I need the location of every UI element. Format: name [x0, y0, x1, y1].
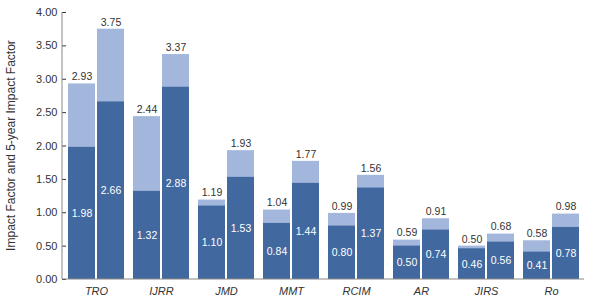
svg-text:0.56: 0.56 — [491, 254, 512, 266]
svg-text:1.53: 1.53 — [231, 222, 252, 234]
svg-text:0.59: 0.59 — [397, 226, 418, 238]
svg-text:0.50: 0.50 — [397, 256, 418, 268]
svg-text:IJRR: IJRR — [149, 285, 174, 297]
svg-text:0.84: 0.84 — [267, 245, 288, 257]
svg-text:2.44: 2.44 — [137, 103, 158, 115]
svg-text:2.50: 2.50 — [36, 106, 57, 118]
svg-text:JMD: JMD — [214, 285, 238, 297]
svg-text:1.98: 1.98 — [72, 207, 93, 219]
svg-text:3.50: 3.50 — [36, 39, 57, 51]
svg-text:1.44: 1.44 — [296, 225, 317, 237]
svg-text:Impact Factor and 5-year Impac: Impact Factor and 5-year Impact Factor — [4, 40, 18, 251]
svg-text:0.78: 0.78 — [556, 247, 577, 259]
svg-text:0.50: 0.50 — [462, 232, 483, 244]
svg-text:0.00: 0.00 — [36, 273, 57, 285]
svg-text:1.77: 1.77 — [296, 148, 317, 160]
svg-text:1.04: 1.04 — [267, 196, 288, 208]
svg-text:2.66: 2.66 — [101, 184, 122, 196]
svg-text:2.88: 2.88 — [166, 177, 187, 189]
svg-text:1.93: 1.93 — [231, 137, 252, 149]
svg-text:TRO: TRO — [85, 285, 109, 297]
svg-text:1.56: 1.56 — [361, 162, 382, 174]
svg-text:0.68: 0.68 — [491, 220, 512, 232]
svg-text:3.75: 3.75 — [101, 16, 122, 28]
svg-text:1.37: 1.37 — [361, 227, 382, 239]
svg-text:RCIM: RCIM — [342, 285, 371, 297]
svg-text:MMT: MMT — [279, 285, 305, 297]
svg-text:0.58: 0.58 — [527, 227, 548, 239]
svg-text:0.80: 0.80 — [332, 246, 353, 258]
svg-text:4.00: 4.00 — [36, 6, 57, 18]
svg-text:3.00: 3.00 — [36, 73, 57, 85]
svg-text:0.50: 0.50 — [36, 240, 57, 252]
svg-text:0.91: 0.91 — [426, 205, 447, 217]
svg-text:3.37: 3.37 — [166, 41, 187, 53]
svg-text:2.93: 2.93 — [72, 70, 93, 82]
svg-text:AR: AR — [413, 285, 429, 297]
svg-text:0.46: 0.46 — [462, 258, 483, 270]
svg-text:0.98: 0.98 — [556, 200, 577, 212]
svg-text:1.19: 1.19 — [202, 186, 223, 198]
svg-text:1.10: 1.10 — [202, 236, 223, 248]
svg-text:1.32: 1.32 — [137, 229, 158, 241]
svg-text:0.41: 0.41 — [527, 259, 548, 271]
svg-text:JIRS: JIRS — [474, 285, 500, 297]
svg-text:0.74: 0.74 — [426, 248, 447, 260]
svg-text:Ro: Ro — [544, 285, 558, 297]
svg-text:1.50: 1.50 — [36, 173, 57, 185]
svg-text:1.00: 1.00 — [36, 206, 57, 218]
svg-text:0.99: 0.99 — [332, 200, 353, 212]
svg-text:2.00: 2.00 — [36, 140, 57, 152]
